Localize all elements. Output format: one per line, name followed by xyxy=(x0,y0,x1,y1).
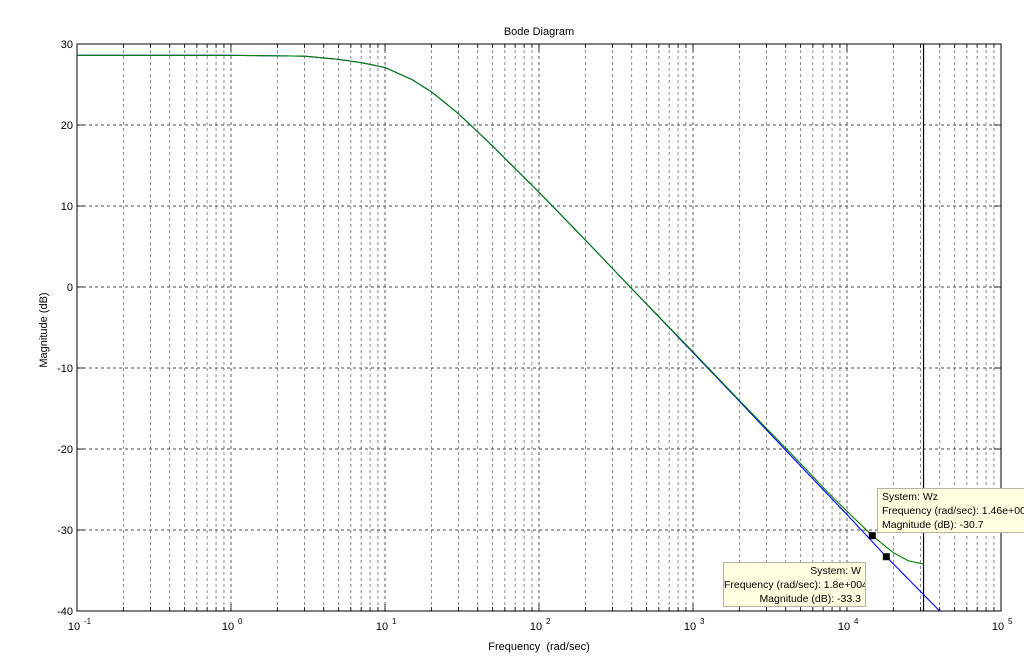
datatip-wz-system: System: Wz xyxy=(882,491,939,503)
datatip-wz-magnitude: Magnitude (dB): -30.7 xyxy=(882,519,984,531)
y-tick-label: -40 xyxy=(57,606,73,618)
x-tick-label: 10 xyxy=(838,621,850,633)
y-tick-label: 30 xyxy=(61,39,73,51)
datatip-w-frequency: Frequency (rad/sec): 1.8e+004 xyxy=(724,579,866,591)
x-tick-exponent: -1 xyxy=(84,617,92,626)
datatip-w[interactable]: System: W Frequency (rad/sec): 1.8e+004 … xyxy=(723,562,866,607)
datatip-w-system: System: W xyxy=(810,565,861,577)
datatip-w-magnitude: Magnitude (dB): -33.3 xyxy=(759,593,861,605)
tick-labels: 30 20 10 0 -10 -20 -30 -40 10 -1 10 0 10 1 10 2 10 3 10 4 10… xyxy=(57,39,1013,633)
y-axis-label: Magnitude (dB) xyxy=(38,292,50,367)
y-tick-label: -20 xyxy=(57,444,73,456)
x-tick-label: 10 xyxy=(684,621,696,633)
datatip-markers xyxy=(868,532,890,561)
x-tick-label: 10 xyxy=(376,621,388,633)
datatip-wz-frequency: Frequency (rad/sec): 1.46e+004 xyxy=(882,505,1024,517)
datatip-wz[interactable]: System: Wz Frequency (rad/sec): 1.46e+00… xyxy=(877,488,1024,533)
datatip-wz-marker xyxy=(868,532,876,540)
series-wz-line xyxy=(77,54,924,565)
y-tick-label: 20 xyxy=(61,120,73,132)
x-axis-label: Frequency (rad/sec) xyxy=(488,641,589,653)
x-tick-label: 10 xyxy=(992,621,1004,633)
x-tick-label: 10 xyxy=(68,621,80,633)
x-tick-exponent: 1 xyxy=(392,617,397,626)
y-tick-label: 10 xyxy=(61,201,73,213)
y-tick-label: -30 xyxy=(57,525,73,537)
x-tick-exponent: 0 xyxy=(238,617,243,626)
datatip-w-marker xyxy=(882,553,890,561)
x-tick-exponent: 2 xyxy=(546,617,551,626)
series-lines xyxy=(77,54,941,611)
x-tick-exponent: 4 xyxy=(854,617,859,626)
x-tick-exponent: 3 xyxy=(700,617,705,626)
grid xyxy=(77,44,1001,611)
y-tick-label: -10 xyxy=(57,363,73,375)
x-tick-label: 10 xyxy=(222,621,234,633)
axes-box xyxy=(76,43,1002,612)
x-tick-exponent: 5 xyxy=(1008,617,1013,626)
chart-title: Bode Diagram xyxy=(504,26,574,38)
x-tick-label: 10 xyxy=(530,621,542,633)
y-tick-label: 0 xyxy=(67,282,73,294)
